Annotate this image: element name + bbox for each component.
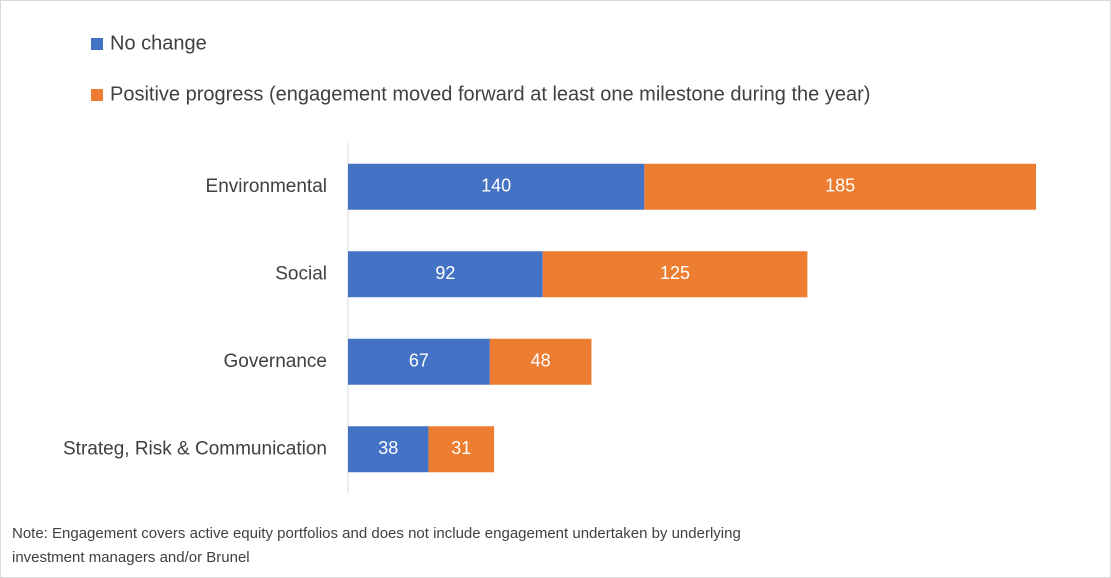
data-label: 185 <box>825 176 855 196</box>
bar-segment <box>542 251 808 298</box>
data-label: 31 <box>451 438 471 458</box>
bar-segment <box>348 338 490 385</box>
data-label: 38 <box>378 438 398 458</box>
data-label: 48 <box>531 351 551 371</box>
bar-segment <box>348 163 645 210</box>
legend-label: Positive progress (engagement moved forw… <box>110 83 870 105</box>
bar-segment <box>428 426 495 473</box>
legend-swatch <box>91 89 103 101</box>
note: Note: Engagement covers active equity po… <box>12 525 741 566</box>
y-tick-label: Strateg, Risk & Communication <box>63 438 327 459</box>
legend-label: No change <box>110 32 207 54</box>
data-label: 92 <box>435 263 455 283</box>
data-label: 125 <box>660 263 690 283</box>
legend-swatch <box>91 38 103 50</box>
data-label: 67 <box>409 351 429 371</box>
data-label: 140 <box>481 176 511 196</box>
y-tick-label: Environmental <box>206 176 327 197</box>
bar-segment <box>348 426 429 473</box>
y-tick-label: Governance <box>223 351 327 372</box>
bar-segment <box>644 163 1036 210</box>
y-tick-label: Social <box>275 263 327 284</box>
bar-segment <box>348 251 543 298</box>
bar-segment <box>489 338 592 385</box>
